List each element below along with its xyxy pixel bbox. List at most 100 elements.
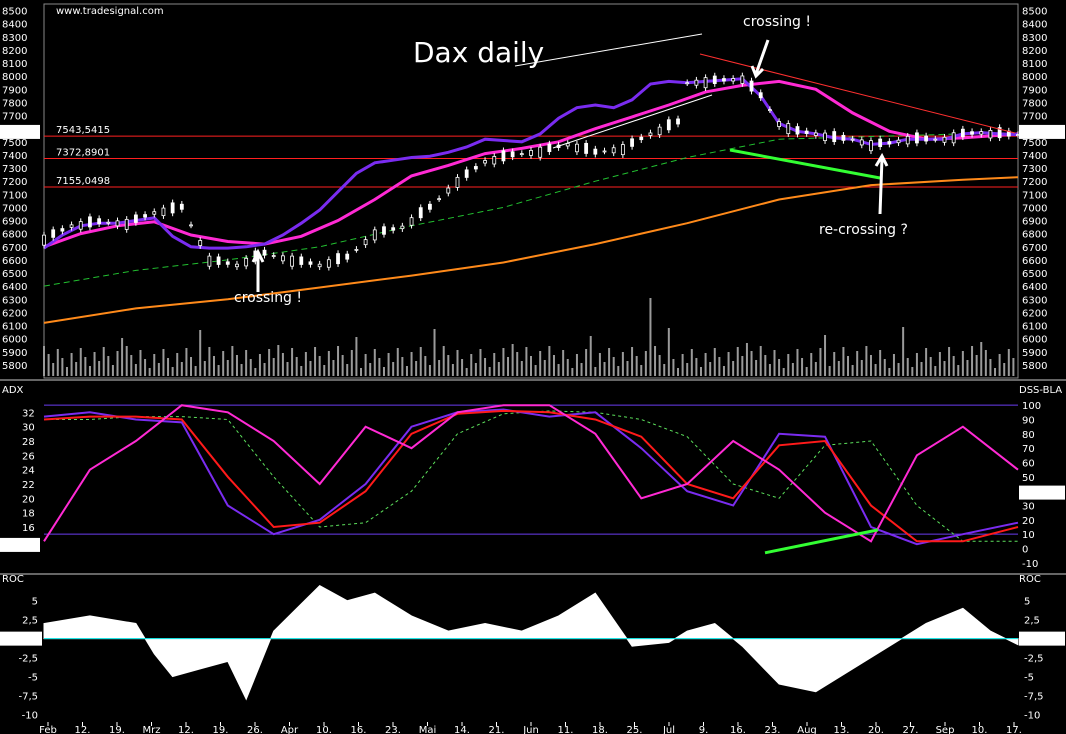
candle-body xyxy=(722,78,726,82)
candle-body xyxy=(878,138,883,147)
volume-bar xyxy=(428,365,431,376)
volume-bar xyxy=(208,347,211,376)
chart-title: Dax daily xyxy=(413,36,544,69)
candle-body xyxy=(409,217,414,226)
price-tick-right: 6100 xyxy=(1022,322,1047,333)
adx-last-box xyxy=(0,537,40,552)
roc-tick-left: -10 xyxy=(22,710,38,721)
x-tick-label: 12. xyxy=(75,725,91,734)
volume-bar xyxy=(327,351,330,376)
adx-last-value: 2,4676 xyxy=(2,541,37,552)
volume-bar xyxy=(732,361,735,376)
roc-last-value-right: -0,8243 xyxy=(1022,635,1061,646)
volume-bar xyxy=(153,354,156,376)
volume-bar xyxy=(631,347,634,376)
volume-bar xyxy=(511,344,514,376)
x-tick-label: 10. xyxy=(972,725,988,734)
volume-bar xyxy=(337,346,340,376)
candle-body xyxy=(575,143,579,153)
x-tick-label: Mai xyxy=(419,725,437,734)
dss-tick: 10 xyxy=(1022,530,1035,541)
volume-bar xyxy=(70,353,73,376)
support-line-label: 7543,5415 xyxy=(56,125,110,136)
volume-bar xyxy=(851,365,854,376)
volume-bar xyxy=(286,362,289,376)
price-tick-left: 8400 xyxy=(2,20,27,31)
volume-bar xyxy=(484,358,487,376)
candle-body xyxy=(519,153,524,156)
x-tick-label: 20. xyxy=(868,725,884,734)
price-tick-left: 7400 xyxy=(2,151,27,162)
volume-bar xyxy=(640,365,643,376)
watermark: www.tradesignal.com xyxy=(56,6,164,17)
price-tick-right: 7700 xyxy=(1022,112,1047,123)
volume-bar xyxy=(93,352,96,376)
volume-bar xyxy=(180,362,183,376)
volume-bar xyxy=(874,364,877,376)
volume-bar xyxy=(681,354,684,376)
volume-bar xyxy=(461,359,464,376)
volume-bar xyxy=(281,353,284,376)
volume-bar xyxy=(171,367,174,376)
volume-bar xyxy=(474,363,477,376)
candle-body xyxy=(630,138,634,147)
volume-bar xyxy=(277,345,280,376)
candle-body xyxy=(69,224,74,228)
volume-bar xyxy=(507,357,510,376)
volume-bar xyxy=(1012,358,1015,376)
price-tick-left: 6800 xyxy=(2,230,27,241)
candle-body xyxy=(666,119,671,131)
volume-bar xyxy=(929,357,932,376)
volume-bar xyxy=(222,351,225,376)
volume-bar xyxy=(194,366,197,376)
volume-bar xyxy=(111,365,114,376)
volume-bar xyxy=(98,361,101,376)
candle-body xyxy=(198,240,203,246)
x-tick-label: 18. xyxy=(592,725,608,734)
volume-bar xyxy=(828,366,831,376)
dss-label: DSS-BLA xyxy=(1019,385,1062,396)
x-tick-label: Mrz xyxy=(143,725,161,734)
x-tick-label: 14. xyxy=(454,725,470,734)
volume-bar xyxy=(856,351,859,376)
volume-bar xyxy=(736,347,739,376)
dss-tick: 90 xyxy=(1022,416,1035,427)
candle-body xyxy=(225,261,230,265)
volume-bar xyxy=(493,353,496,376)
dss-tick: 20 xyxy=(1022,516,1035,527)
volume-bar xyxy=(43,346,45,376)
volume-bar xyxy=(488,367,491,376)
volume-bar xyxy=(612,357,615,376)
roc-tick-right: -7,5 xyxy=(1024,691,1044,702)
volume-bar xyxy=(699,367,702,376)
price-tick-left: 6300 xyxy=(2,295,27,306)
volume-bar xyxy=(897,363,900,376)
volume-bar xyxy=(938,352,941,376)
volume-bar xyxy=(107,356,110,376)
volume-bar xyxy=(520,361,523,376)
price-tick-right: 5800 xyxy=(1022,361,1047,372)
volume-bar xyxy=(621,352,624,376)
roc-tick-left: 2,5 xyxy=(22,616,38,627)
volume-bar xyxy=(562,350,565,376)
price-tick-right: 8400 xyxy=(1022,20,1047,31)
volume-bar xyxy=(566,359,569,376)
candle-body xyxy=(988,130,993,139)
volume-bar xyxy=(755,360,758,376)
volume-bar xyxy=(396,348,399,376)
price-tick-left: 8000 xyxy=(2,72,27,83)
candle-body xyxy=(317,263,322,268)
volume-bar xyxy=(401,357,404,376)
candle-body xyxy=(887,141,892,145)
volume-bar xyxy=(571,368,574,376)
volume-bar xyxy=(291,348,294,376)
candle-body xyxy=(133,214,138,223)
candle-body xyxy=(455,176,460,188)
candle-body xyxy=(676,118,680,125)
roc-last-box-left xyxy=(0,631,42,646)
volume-bar xyxy=(300,366,303,376)
volume-bar xyxy=(961,351,964,376)
volume-bar xyxy=(690,349,693,376)
volume-bar xyxy=(915,353,918,376)
